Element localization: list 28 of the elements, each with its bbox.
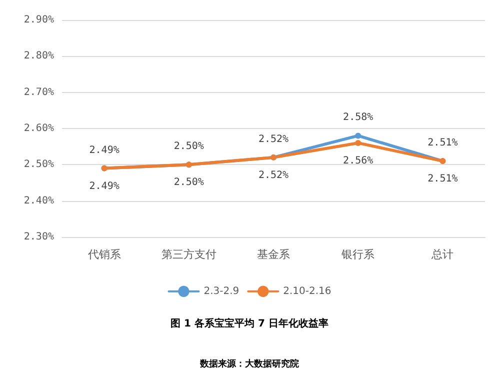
- y-tick-label: 2.90%: [24, 14, 54, 26]
- x-tick-label: 总计: [430, 248, 454, 261]
- y-tick-label: 2.30%: [24, 232, 54, 242]
- x-tick-label: 第三方支付: [161, 248, 216, 261]
- legend-label: 2.3-2.9: [204, 286, 240, 297]
- data-label: 2.58%: [343, 112, 374, 124]
- data-label: 2.52%: [258, 134, 289, 145]
- data-label: 2.52%: [258, 170, 289, 181]
- point: [355, 140, 362, 146]
- y-tick-label: 2.40%: [24, 195, 54, 206]
- y-tick-label: 2.80%: [24, 50, 54, 62]
- source-note: 数据来源：大数据研究院: [199, 358, 299, 370]
- data-label: 2.50%: [174, 177, 204, 188]
- text: 图 1 各系宝宝平均 7 日年化收益率: [170, 318, 328, 330]
- y-tick-label: 2.60%: [24, 123, 54, 134]
- x-tick-label: 代销系: [86, 248, 121, 261]
- legend-label: 2.10-2.16: [283, 286, 332, 297]
- x-tick-label: 银行系: [340, 248, 375, 261]
- y-tick-label: 2.70%: [24, 86, 54, 98]
- data-label: 2.49%: [89, 144, 120, 156]
- point: [355, 132, 362, 139]
- data-label: 2.50%: [174, 141, 204, 152]
- data-label: 2.51%: [428, 174, 458, 185]
- data-label: 2.51%: [428, 138, 458, 149]
- data-label: 2.49%: [89, 180, 120, 192]
- y-tick-label: 2.50%: [24, 159, 54, 170]
- x-tick-label: 基金系: [257, 248, 290, 261]
- data-label: 2.56%: [343, 155, 374, 166]
